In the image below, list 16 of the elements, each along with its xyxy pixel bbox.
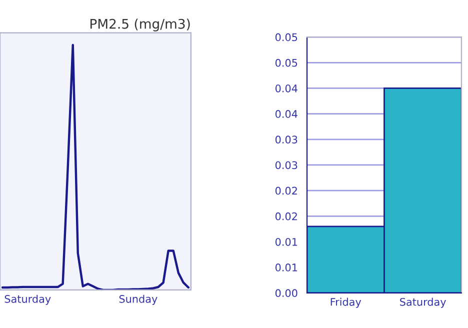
y-tick-label: 0.00 [275,289,298,298]
y-tick-label: 0.04 [275,84,298,92]
y-tick-label: 0.01 [275,264,298,272]
y-tick-label: 0.03 [275,161,298,170]
y-tick-label: 0.03 [275,136,298,144]
y-tick-label: 0.04 [275,110,298,118]
y-tick-label: 0.01 [275,238,298,246]
y-tick-label: 0.02 [275,212,297,220]
y-tick-label: 0.05 [275,58,298,67]
y-tick-label: 0.05 [275,33,298,42]
chart-title: PM2.5 (mg/m3) [90,18,190,32]
x-tick-label: Friday [330,298,362,308]
x-tick-label: Sunday [119,294,158,305]
x-tick-label: Saturday [400,298,446,308]
y-tick-label: 0.02 [275,186,297,195]
x-tick-label: Saturday [4,294,51,305]
